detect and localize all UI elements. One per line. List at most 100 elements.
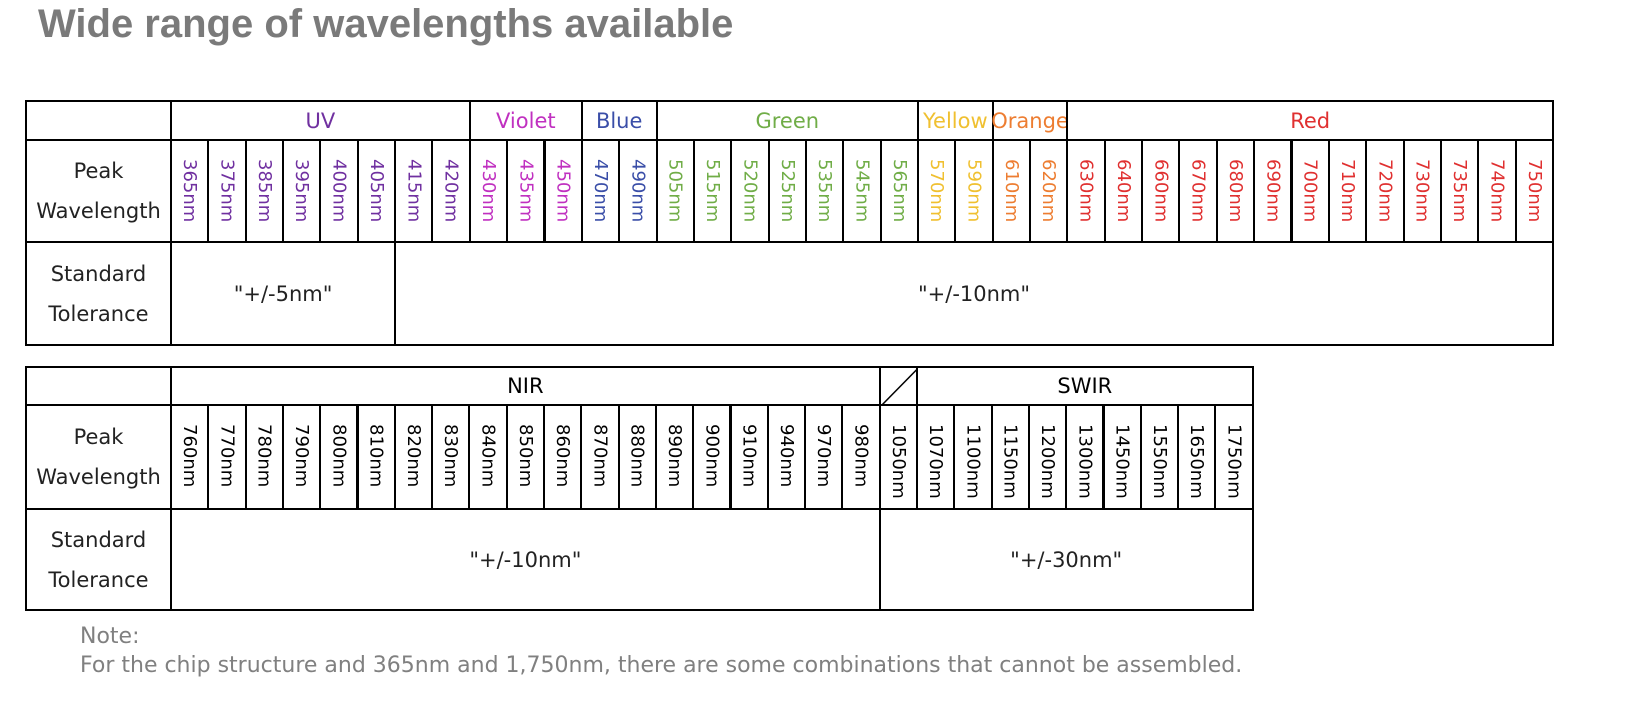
group-header: Blue [580, 100, 658, 141]
wavelength-text: 830nm [440, 424, 462, 488]
wavelength: 680nm [1215, 139, 1256, 243]
wavelength: 570nm [917, 139, 957, 243]
wavelength-text: 820nm [402, 424, 424, 488]
wavelength: 740nm [1477, 139, 1517, 243]
wavelength: 670nm [1178, 139, 1218, 243]
wavelength-text: 840nm [477, 424, 499, 488]
wavelength-text: 630nm [1075, 159, 1097, 223]
tolerance: "+/-5nm" [170, 241, 397, 346]
wavelength: 470nm [580, 139, 621, 243]
wavelength-text: 890nm [664, 424, 686, 488]
wavelength-text: 660nm [1150, 159, 1172, 223]
wavelength: 415nm [394, 139, 434, 243]
group-header: Yellow [917, 100, 994, 141]
wavelength: 395nm [282, 139, 322, 243]
wavelength-text: 505nm [664, 159, 686, 223]
wavelength: 590nm [954, 139, 994, 243]
wavelength: 720nm [1365, 139, 1405, 243]
wavelength-text: 1750nm [1223, 424, 1245, 499]
wavelength: 660nm [1141, 139, 1181, 243]
wavelength-text: 620nm [1038, 159, 1060, 223]
wavelength-text: 735nm [1449, 159, 1471, 223]
wavelength: 910nm [729, 404, 769, 510]
wavelength: 1300nm [1065, 404, 1105, 510]
wavelength: 760nm [170, 404, 210, 510]
wavelength: 940nm [766, 404, 807, 510]
wavelength-text: 450nm [552, 159, 574, 223]
group-header: Red [1066, 100, 1554, 141]
wavelength-text: 980nm [850, 424, 872, 488]
wavelength: 1070nm [916, 404, 956, 510]
group-header-text: UV [305, 108, 336, 133]
wavelength-text: 860nm [552, 424, 574, 488]
group-header-text: SWIR [1057, 374, 1113, 398]
wavelength: 870nm [580, 404, 620, 510]
note-text: For the chip structure and 365nm and 1,7… [80, 653, 1243, 678]
wavelength-text: 490nm [627, 159, 649, 223]
row-label-text: Standard Tolerance [48, 527, 149, 592]
wavelength: 505nm [655, 139, 695, 243]
wavelength-text: 395nm [291, 159, 313, 223]
wavelength-text: 670nm [1187, 159, 1209, 223]
wavelength-text: 970nm [813, 424, 835, 488]
row-label: Standard Tolerance [25, 241, 172, 346]
wavelength: 1650nm [1177, 404, 1217, 510]
wavelength-text: 940nm [775, 424, 797, 488]
wavelength: 790nm [281, 404, 322, 510]
wavelength: 735nm [1439, 139, 1480, 243]
wavelength: 980nm [841, 404, 881, 510]
wavelength-text: 710nm [1337, 159, 1359, 223]
wavelength-text: 690nm [1262, 159, 1284, 223]
wavelength: 450nm [543, 139, 583, 243]
wavelength: 435nm [506, 139, 546, 243]
group-header [878, 366, 918, 406]
wavelength-text: 535nm [814, 159, 836, 223]
wavelength-text: 750nm [1523, 159, 1545, 223]
wavelength: 1050nm [878, 404, 918, 510]
wavelength: 520nm [730, 139, 770, 243]
wavelength: 535nm [804, 139, 845, 243]
wavelength: 1150nm [990, 404, 1030, 510]
wavelength-text: 365nm [179, 159, 201, 223]
wavelength: 1200nm [1027, 404, 1068, 510]
group-header: Violet [468, 100, 583, 141]
group-header-text: Green [755, 108, 820, 133]
wavelength: 690nm [1253, 139, 1293, 243]
wavelength-text: 800nm [328, 424, 350, 488]
row-label: Peak Wavelength [25, 139, 172, 243]
wavelength: 490nm [618, 139, 658, 243]
wavelength: 640nm [1103, 139, 1144, 243]
corner-cell [25, 100, 172, 141]
wavelength-text: 525nm [776, 159, 798, 223]
wavelength: 810nm [356, 404, 396, 510]
wavelength-text: 770nm [216, 424, 238, 488]
wavelength-text: 545nm [851, 159, 873, 223]
wavelength-text: 1550nm [1148, 424, 1170, 499]
wavelength-text: 1300nm [1074, 424, 1096, 499]
tolerance: "+/-30nm" [878, 508, 1254, 611]
diagonal-line [880, 368, 918, 406]
wavelength-text: 435nm [515, 159, 537, 223]
wavelength-text: 430nm [477, 159, 499, 223]
wavelength: 545nm [842, 139, 882, 243]
wavelength-text: 880nm [626, 424, 648, 488]
wavelength-text: 760nm [179, 424, 201, 488]
wavelength-text: 385nm [253, 159, 275, 223]
wavelength: 420nm [431, 139, 471, 243]
wavelength-text: 870nm [589, 424, 611, 488]
group-header-text: Blue [595, 108, 643, 133]
row-label-text: Peak Wavelength [36, 425, 161, 489]
group-header: SWIR [916, 366, 1254, 406]
wavelength-text: 1650nm [1186, 424, 1208, 499]
note-heading: Note: [80, 624, 140, 649]
tolerance-text: "+/-10nm" [917, 281, 1031, 306]
wavelength: 970nm [804, 404, 844, 510]
wavelength: 900nm [692, 404, 732, 510]
wavelength: 800nm [319, 404, 359, 510]
wavelength-text: 720nm [1374, 159, 1396, 223]
wavelength: 730nm [1402, 139, 1442, 243]
wavelength: 860nm [543, 404, 583, 510]
wavelength-text: 780nm [253, 424, 275, 488]
wavelength-text: 520nm [739, 159, 761, 223]
